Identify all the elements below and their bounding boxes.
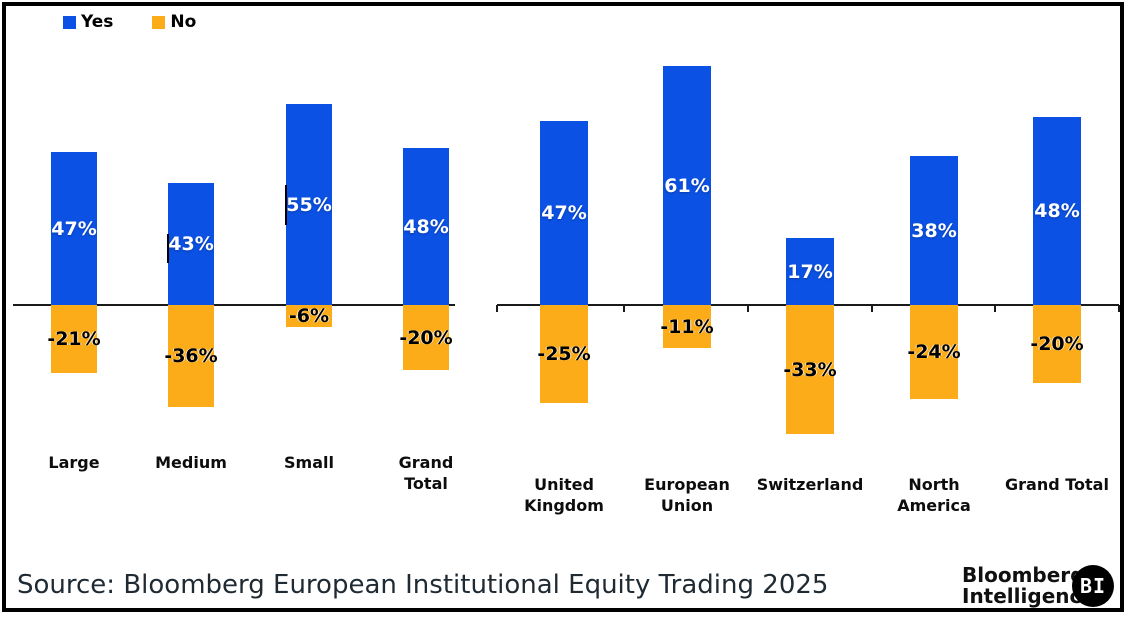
bar-no <box>168 305 214 407</box>
border-bottom <box>2 608 1124 612</box>
bi-badge-text: BI <box>1079 574 1107 598</box>
category-label: Small <box>284 453 334 472</box>
axis-tick <box>747 305 749 312</box>
axis-tick <box>623 305 625 312</box>
source-caption: Source: Bloomberg European Institutional… <box>17 570 829 600</box>
bar-value-label-no: -11% <box>660 315 714 338</box>
axis-tick <box>496 305 498 312</box>
border-top <box>2 2 1124 6</box>
category-label: Grand Total <box>1005 475 1109 494</box>
bar-value-label-no: -20% <box>1030 333 1084 355</box>
category-label: Large <box>48 453 100 472</box>
bar-value-label-yes: 55% <box>286 193 332 216</box>
bar-yes <box>663 66 711 305</box>
bar-no <box>403 305 449 370</box>
legend: Yes No <box>63 14 196 31</box>
legend-item-yes: Yes <box>63 14 113 31</box>
bar-no <box>1033 305 1081 383</box>
axis-line <box>13 304 455 306</box>
category-label: Grand Total <box>398 453 454 493</box>
bar-value-label-yes: 43% <box>168 233 214 255</box>
bi-logo-badge: BI <box>1072 565 1114 607</box>
bar-value-label-no: -25% <box>537 343 591 365</box>
bar-value-label-no: -33% <box>783 358 837 381</box>
legend-item-no: No <box>152 14 196 31</box>
bar-yes <box>540 121 588 305</box>
legend-swatch-no-icon <box>152 16 166 29</box>
category-label: Medium <box>155 453 227 472</box>
border-right <box>1120 2 1124 612</box>
category-label: United Kingdom <box>524 475 604 515</box>
bar-value-label-no: -21% <box>47 328 101 350</box>
legend-label-yes: Yes <box>81 12 114 32</box>
bar-no <box>910 305 958 399</box>
bar-no <box>540 305 588 403</box>
bloomberg-intelligence-logo: Bloomberg Intelligence <box>962 565 1095 607</box>
legend-label-no: No <box>170 12 197 32</box>
bar-yes <box>786 238 834 305</box>
bar-value-label-yes: 61% <box>664 174 710 197</box>
bar-yes <box>1033 117 1081 305</box>
bar-value-label-no: -6% <box>288 305 330 327</box>
brand-line-1: Bloomberg <box>962 563 1085 587</box>
bar-no <box>286 305 332 327</box>
bar-value-label-no: -20% <box>399 326 453 349</box>
axis-tick <box>994 305 996 312</box>
label-leader-line <box>285 185 287 225</box>
bar-value-label-yes: 48% <box>403 215 449 238</box>
brand-line-2: Intelligence <box>962 584 1095 608</box>
bar-value-label-no: -24% <box>907 341 961 363</box>
bar-yes <box>286 104 332 305</box>
border-left <box>2 2 6 612</box>
bar-yes <box>168 183 214 305</box>
legend-swatch-yes-icon <box>63 16 76 29</box>
axis-tick <box>871 305 873 312</box>
bar-yes <box>403 148 449 305</box>
bar-value-label-yes: 38% <box>911 219 957 242</box>
bar-value-label-no: -36% <box>164 345 218 367</box>
axis-tick <box>1118 305 1120 312</box>
category-label: European Union <box>644 475 730 515</box>
category-label: North America <box>897 475 971 515</box>
bar-no <box>51 305 97 373</box>
bar-no <box>663 305 711 348</box>
bar-value-label-yes: 17% <box>787 260 833 283</box>
bar-yes <box>51 152 97 305</box>
bar-value-label-yes: 47% <box>51 217 97 240</box>
bar-value-label-yes: 48% <box>1034 200 1080 222</box>
bar-value-label-yes: 47% <box>541 202 587 224</box>
bar-no <box>786 305 834 434</box>
category-label: Switzerland <box>756 475 864 494</box>
bar-yes <box>910 156 958 305</box>
label-leader-line <box>167 234 169 263</box>
